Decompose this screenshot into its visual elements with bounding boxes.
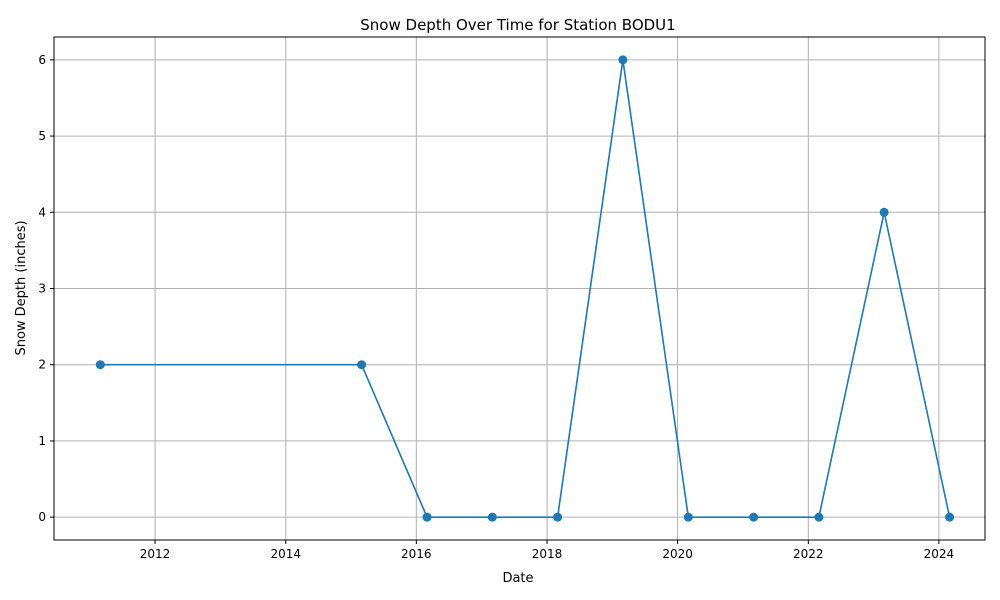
data-point	[945, 512, 955, 522]
data-point	[683, 512, 693, 522]
y-axis-ticks: 0 1 2 3 4 5 6	[38, 53, 54, 524]
y-tick-label: 5	[38, 129, 46, 143]
data-point	[487, 512, 497, 522]
chart-title: Snow Depth Over Time for Station BODU1	[360, 16, 675, 34]
x-axis-ticks: 2012 2014 2016 2018 2020 2022 2024	[140, 540, 954, 561]
y-tick-label: 1	[38, 434, 46, 448]
data-points	[95, 55, 955, 522]
x-tick-label: 2024	[924, 547, 955, 561]
x-tick-label: 2018	[532, 547, 563, 561]
y-axis-label: Snow Depth (inches)	[14, 220, 29, 355]
grid-lines	[54, 37, 985, 540]
data-point	[95, 360, 105, 370]
y-tick-label: 6	[38, 53, 46, 67]
data-point	[814, 512, 824, 522]
data-point	[749, 512, 759, 522]
x-tick-label: 2022	[793, 547, 824, 561]
data-point	[879, 207, 889, 217]
y-tick-label: 4	[38, 205, 46, 219]
x-axis-label: Date	[502, 571, 533, 586]
data-point	[553, 512, 563, 522]
x-tick-label: 2014	[270, 547, 301, 561]
data-point	[357, 360, 367, 370]
y-tick-label: 0	[38, 510, 46, 524]
y-tick-label: 2	[38, 358, 46, 372]
data-point	[422, 512, 432, 522]
x-tick-label: 2012	[140, 547, 171, 561]
x-tick-label: 2020	[662, 547, 693, 561]
x-tick-label: 2016	[401, 547, 432, 561]
data-point	[618, 55, 628, 65]
y-tick-label: 3	[38, 282, 46, 296]
